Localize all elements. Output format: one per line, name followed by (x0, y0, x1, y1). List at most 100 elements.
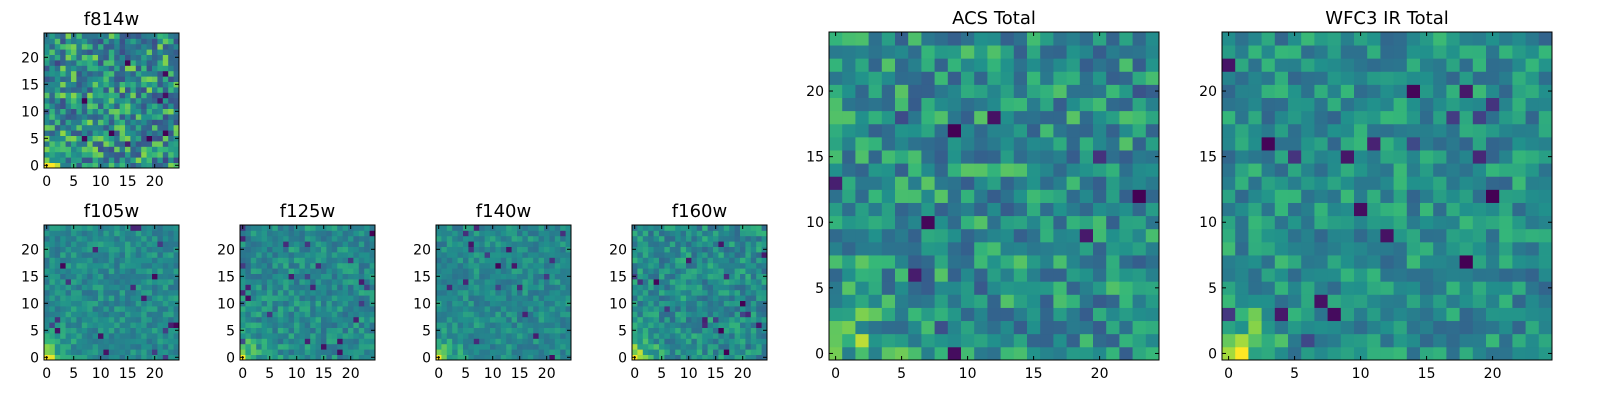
heatmap-cell (44, 284, 50, 291)
heatmap-cell (868, 45, 883, 59)
heatmap-cell (76, 300, 83, 307)
heatmap-cell (337, 338, 343, 345)
heatmap-cell (130, 252, 137, 258)
heatmap-cell (669, 327, 676, 334)
heatmap-cell (522, 230, 529, 237)
heatmap-cell (842, 150, 856, 164)
heatmap-cell (157, 300, 164, 307)
heatmap-cell (934, 255, 949, 269)
heatmap-cell (157, 279, 164, 285)
heatmap-cell (554, 295, 561, 301)
heatmap-cell (750, 262, 757, 269)
heatmap-cell (348, 333, 354, 339)
heatmap-cell (98, 279, 104, 285)
heatmap-cell (642, 268, 649, 274)
heatmap-cell (987, 346, 1001, 361)
heatmap-cell (446, 284, 453, 291)
heatmap-cell (1459, 71, 1474, 85)
heatmap-cell (261, 257, 268, 264)
heatmap-cell (130, 295, 137, 301)
heatmap-cell (538, 284, 545, 291)
heatmap-cell (146, 354, 153, 361)
heatmap-cell (947, 241, 962, 256)
heatmap-cell (468, 257, 475, 264)
heatmap-cell (108, 114, 115, 120)
heatmap-cell (1472, 123, 1487, 138)
heatmap-cell (1079, 32, 1094, 46)
heatmap-cell (881, 268, 896, 282)
heatmap-cell (135, 225, 142, 231)
heatmap-cell (256, 257, 262, 264)
heatmap-cell (734, 262, 741, 269)
heatmap-cell (173, 87, 180, 93)
heatmap-cell (98, 322, 104, 328)
heatmap-cell (98, 92, 104, 99)
heatmap-cell (947, 97, 962, 112)
heatmap-cell (707, 354, 714, 361)
heatmap-cell (1040, 255, 1054, 269)
heatmap-cell (157, 327, 164, 334)
heatmap-cell (98, 151, 104, 158)
heatmap-cell (119, 81, 126, 88)
heatmap-cell (1380, 333, 1394, 348)
heatmap-cell (479, 225, 485, 231)
heatmap-cell (1420, 110, 1434, 125)
heatmap-cell (81, 300, 88, 307)
heatmap-cell (1235, 333, 1249, 348)
heatmap-cell (1340, 202, 1355, 217)
heatmap-cell (146, 322, 153, 328)
heatmap-cell (321, 338, 327, 345)
heatmap-cell (272, 241, 279, 247)
heatmap-cell (54, 119, 61, 126)
heatmap-cell (87, 146, 93, 153)
heatmap-cell (734, 333, 741, 339)
heatmap-cell (304, 257, 311, 264)
heatmap-cell (632, 262, 638, 269)
heatmap-cell (1066, 176, 1081, 190)
heatmap-cell (686, 246, 692, 253)
heatmap-cell (315, 333, 322, 339)
heatmap-cell (761, 322, 768, 328)
heatmap-cell (65, 262, 72, 269)
heatmap-cell (632, 322, 638, 328)
heatmap-cell (277, 289, 284, 296)
heatmap-cell (71, 97, 77, 104)
heatmap-cell (1446, 32, 1460, 46)
heatmap-cell (1301, 255, 1315, 269)
heatmap-cell (511, 311, 518, 318)
heatmap-cell (565, 241, 572, 247)
heatmap-cell (1327, 268, 1342, 282)
heatmap-cell (119, 92, 126, 99)
heatmap-cell (60, 300, 66, 307)
heatmap-cell (1512, 97, 1526, 112)
heatmap-cell (1288, 110, 1302, 125)
heatmap-cell (267, 327, 273, 334)
heatmap-cell (560, 252, 566, 258)
chart-title: f160w (672, 201, 727, 222)
heatmap-cell (76, 157, 83, 163)
heatmap-cell (119, 108, 126, 115)
heatmap-cell (141, 300, 147, 307)
heatmap-cell (734, 230, 741, 237)
heatmap-cell (358, 300, 365, 307)
heatmap-cell (119, 349, 126, 355)
heatmap-cell (664, 235, 671, 242)
heatmap-cell (353, 252, 360, 258)
heatmap-cell (65, 225, 72, 231)
heatmap-cell (538, 257, 545, 264)
heatmap-cell (1499, 150, 1513, 164)
heatmap-cell (881, 123, 896, 138)
heatmap-cell (1486, 294, 1500, 308)
heatmap-cell (108, 262, 115, 269)
heatmap-cell (881, 294, 896, 308)
heatmap-cell (637, 306, 644, 312)
heatmap-cell (895, 58, 909, 72)
heatmap-cell (947, 84, 962, 98)
heatmap-cell (321, 300, 327, 307)
heatmap-cell (713, 241, 719, 247)
heatmap-cell (92, 162, 99, 169)
heatmap-cell (1354, 163, 1368, 177)
heatmap-cell (256, 349, 262, 355)
heatmap-cell (141, 235, 147, 242)
heatmap-cell (554, 354, 561, 361)
